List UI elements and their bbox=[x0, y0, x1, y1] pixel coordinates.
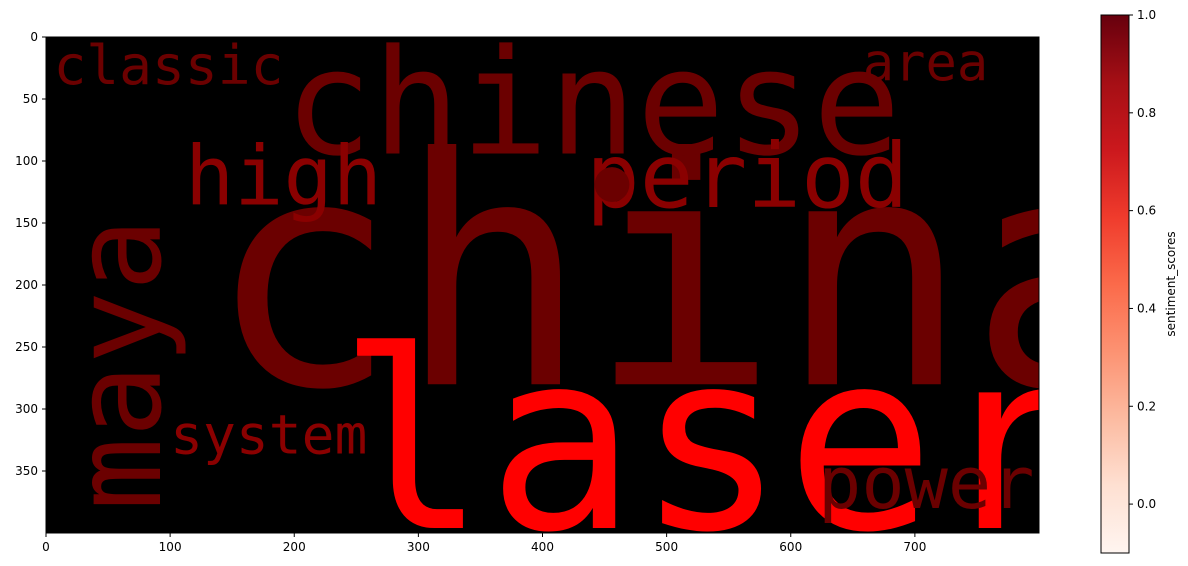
y-tick-label: 200 bbox=[15, 278, 38, 292]
plot-background bbox=[46, 37, 1039, 533]
y-axis: 0 50 100 150 200 250 300 350 bbox=[15, 30, 46, 478]
y-tick-label: 50 bbox=[23, 92, 38, 106]
x-tick-label: 500 bbox=[655, 540, 678, 554]
y-tick-label: 0 bbox=[30, 30, 38, 44]
x-tick-label: 300 bbox=[407, 540, 430, 554]
x-tick-label: 600 bbox=[779, 540, 802, 554]
word-area: area bbox=[863, 33, 988, 93]
word-china: china bbox=[207, 90, 1159, 459]
word-chinese: chinese bbox=[284, 18, 901, 189]
y-tick-label: 150 bbox=[15, 216, 38, 230]
word-system: system bbox=[170, 403, 367, 467]
y-tick-label: 350 bbox=[15, 464, 38, 478]
colorbar-tick-label: 1.0 bbox=[1137, 8, 1156, 22]
x-tick-label: 200 bbox=[283, 540, 306, 554]
word-period: period bbox=[586, 125, 909, 229]
colorbar-tick-label: 0.6 bbox=[1137, 204, 1156, 218]
x-axis: 0 100 200 300 400 500 600 700 bbox=[42, 533, 926, 554]
colorbar-label: sentiment_scores bbox=[1164, 231, 1178, 336]
y-tick-label: 300 bbox=[15, 402, 38, 416]
x-tick-label: 0 bbox=[42, 540, 50, 554]
y-tick-label: 100 bbox=[15, 154, 38, 168]
y-tick-label: 250 bbox=[15, 340, 38, 354]
word-maya: maya bbox=[47, 218, 189, 511]
word-high: high bbox=[185, 129, 382, 224]
x-tick-label: 700 bbox=[903, 540, 926, 554]
colorbar-tick-label: 0.8 bbox=[1137, 106, 1156, 120]
colorbar: 0.0 0.2 0.4 0.6 0.8 1.0 sentiment_scores bbox=[1100, 8, 1178, 554]
colorbar-gradient bbox=[1100, 14, 1130, 554]
colorbar-tick-label: 0.2 bbox=[1137, 399, 1156, 413]
word-classic: classic bbox=[53, 33, 283, 97]
x-tick-label: 400 bbox=[531, 540, 554, 554]
x-tick-label: 100 bbox=[159, 540, 182, 554]
word-laser: laser bbox=[338, 299, 1085, 566]
word-power: power bbox=[818, 441, 1034, 525]
word-dot bbox=[594, 167, 630, 202]
colorbar-tick-label: 0.0 bbox=[1137, 497, 1156, 511]
colorbar-tick-label: 0.4 bbox=[1137, 301, 1156, 315]
